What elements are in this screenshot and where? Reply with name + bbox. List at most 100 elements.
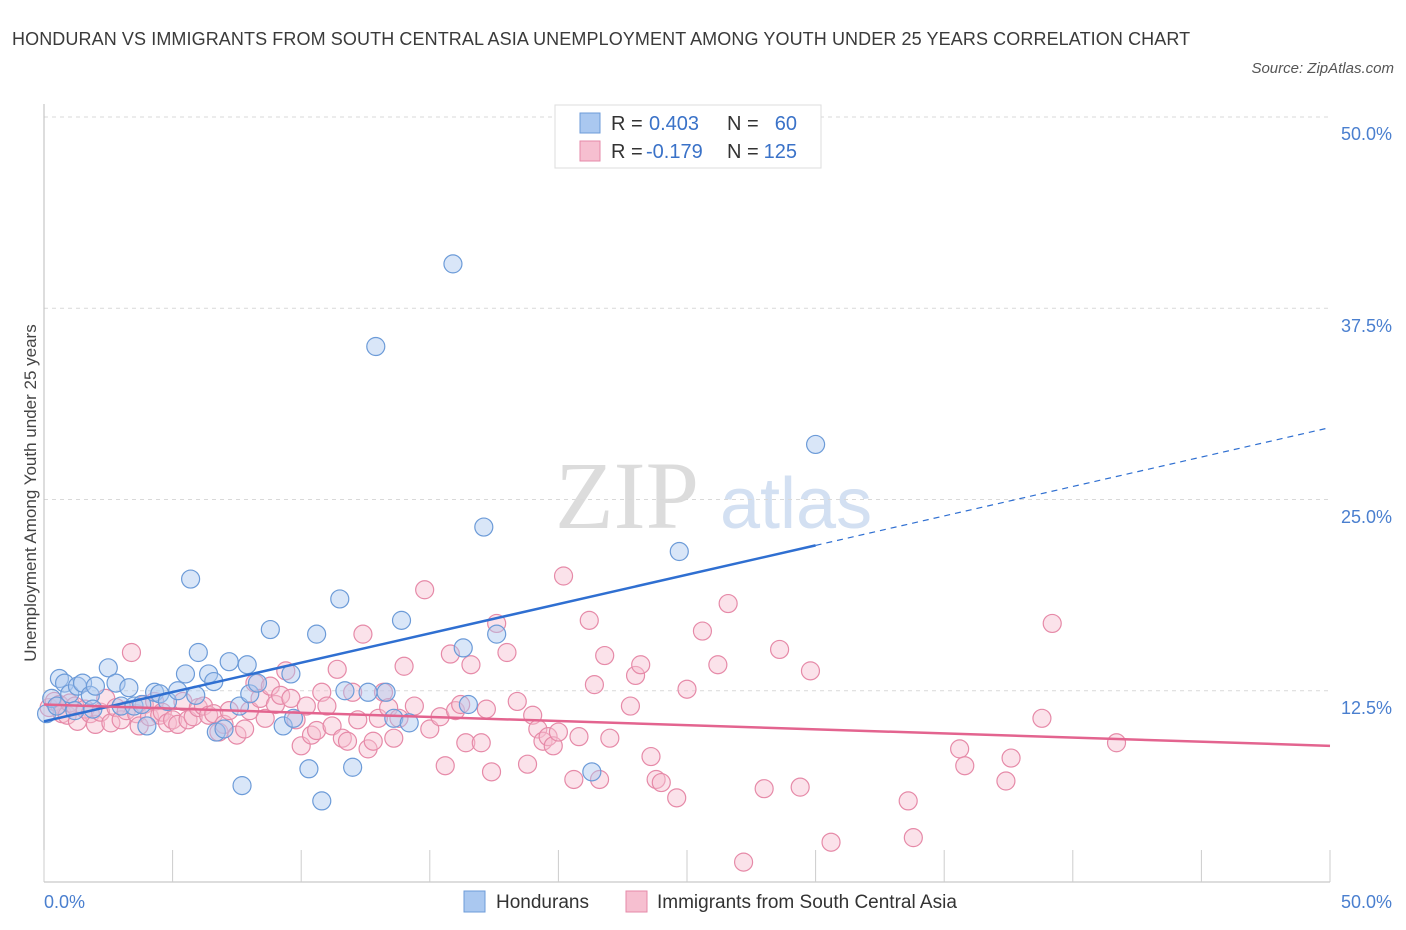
- blue-point: [582, 762, 602, 782]
- blue-point: [247, 673, 268, 693]
- pink-series-points: [39, 566, 1127, 872]
- legend-n-value-blue: 60: [775, 113, 797, 135]
- pink-point: [178, 710, 198, 730]
- x-tick-label-max: 50.0%: [1341, 892, 1392, 912]
- pink-point: [461, 655, 481, 675]
- watermark-zip: ZIP: [555, 442, 699, 549]
- pink-point: [651, 772, 671, 793]
- pink-point: [631, 655, 651, 675]
- pink-point: [641, 746, 661, 767]
- pink-point: [1001, 748, 1021, 768]
- pink-point: [996, 771, 1016, 791]
- chart-title: HONDURAN VS IMMIGRANTS FROM SOUTH CENTRA…: [12, 29, 1191, 49]
- pink-point: [584, 675, 605, 695]
- pink-point: [800, 661, 821, 681]
- pink-point: [646, 769, 666, 790]
- pink-point: [332, 728, 352, 748]
- pink-point: [415, 580, 435, 600]
- pink-point: [121, 642, 142, 663]
- legend-r-value-pink: -0.179: [646, 141, 703, 163]
- pink-point: [389, 708, 409, 728]
- pink-point: [481, 762, 502, 782]
- y-tick-label: 12.5%: [1341, 698, 1392, 718]
- pink-point: [667, 788, 687, 808]
- blue-point: [188, 642, 208, 663]
- blue-trend-extension: [815, 427, 1331, 546]
- pink-point: [677, 679, 697, 699]
- pink-point: [600, 728, 620, 748]
- blue-point: [232, 776, 252, 796]
- blue-point: [85, 676, 106, 696]
- legend-r-label-pink: R =: [611, 141, 643, 163]
- pink-point: [384, 728, 404, 748]
- y-tick-label: 50.0%: [1341, 124, 1392, 144]
- pink-point: [769, 639, 790, 660]
- blue-point: [206, 722, 226, 742]
- legend-swatch-blue: [579, 112, 601, 134]
- pink-point: [85, 714, 106, 735]
- blue-point: [240, 684, 260, 704]
- pink-point: [708, 655, 728, 675]
- source-note: Source: ZipAtlas.com: [1251, 60, 1394, 77]
- pink-point: [553, 566, 574, 586]
- series-legend-label-blue: Hondurans: [496, 892, 589, 913]
- blue-series-points: [36, 254, 826, 811]
- pink-point: [353, 624, 373, 644]
- pink-point: [821, 832, 841, 852]
- legend-n-value-pink: 125: [764, 141, 797, 163]
- pink-point: [718, 593, 738, 614]
- blue-point: [137, 716, 157, 736]
- blue-point: [443, 254, 463, 274]
- blue-point: [312, 791, 332, 811]
- pink-point: [307, 720, 327, 741]
- watermark-atlas: atlas: [720, 464, 872, 544]
- blue-point: [98, 658, 118, 678]
- pink-point: [343, 682, 363, 702]
- blue-point: [669, 541, 689, 562]
- pink-point: [404, 696, 424, 716]
- legend-r-label-blue: R =: [611, 113, 643, 135]
- x-tick-label-min: 0.0%: [44, 892, 85, 912]
- blue-point: [453, 638, 473, 658]
- y-tick-label: 37.5%: [1341, 316, 1392, 336]
- correlation-legend: R = 0.403 N = 60 R = -0.179 N = 125: [554, 104, 822, 169]
- pink-point: [692, 621, 713, 641]
- gridlines: [44, 116, 1330, 692]
- pink-point: [476, 699, 496, 719]
- pink-point: [507, 691, 527, 712]
- pink-point: [471, 733, 491, 753]
- blue-point: [307, 624, 327, 644]
- blue-point: [458, 694, 478, 715]
- pink-point: [168, 714, 188, 735]
- y-axis-label: Unemployment Among Youth under 25 years: [21, 324, 40, 661]
- pink-point: [337, 731, 358, 751]
- blue-point: [487, 624, 507, 644]
- pink-point: [564, 769, 584, 790]
- blue-point: [376, 682, 396, 702]
- blue-point: [366, 336, 386, 357]
- blue-point: [181, 569, 201, 589]
- pink-point: [451, 694, 471, 715]
- blue-trend-line: [43, 544, 816, 723]
- pink-point: [955, 756, 975, 776]
- blue-point: [391, 610, 412, 630]
- series-legend-label-pink: Immigrants from South Central Asia: [657, 892, 957, 913]
- pink-point: [420, 719, 440, 739]
- y-tick-label: 25.0%: [1341, 507, 1392, 527]
- pink-point: [363, 731, 383, 751]
- pink-point: [394, 656, 414, 676]
- pink-point: [754, 779, 774, 799]
- blue-point: [219, 652, 239, 672]
- pink-point: [898, 791, 918, 811]
- pink-point: [497, 642, 517, 663]
- legend-n-label-pink: N =: [727, 141, 759, 163]
- blue-point: [335, 681, 355, 701]
- pink-point: [733, 852, 754, 872]
- blue-point: [237, 655, 257, 675]
- legend-n-label-blue: N =: [727, 113, 759, 135]
- pink-point: [903, 828, 923, 848]
- series-legend-swatch-blue: [463, 890, 486, 913]
- pink-trend-line: [43, 703, 1331, 748]
- pink-point: [1032, 708, 1052, 728]
